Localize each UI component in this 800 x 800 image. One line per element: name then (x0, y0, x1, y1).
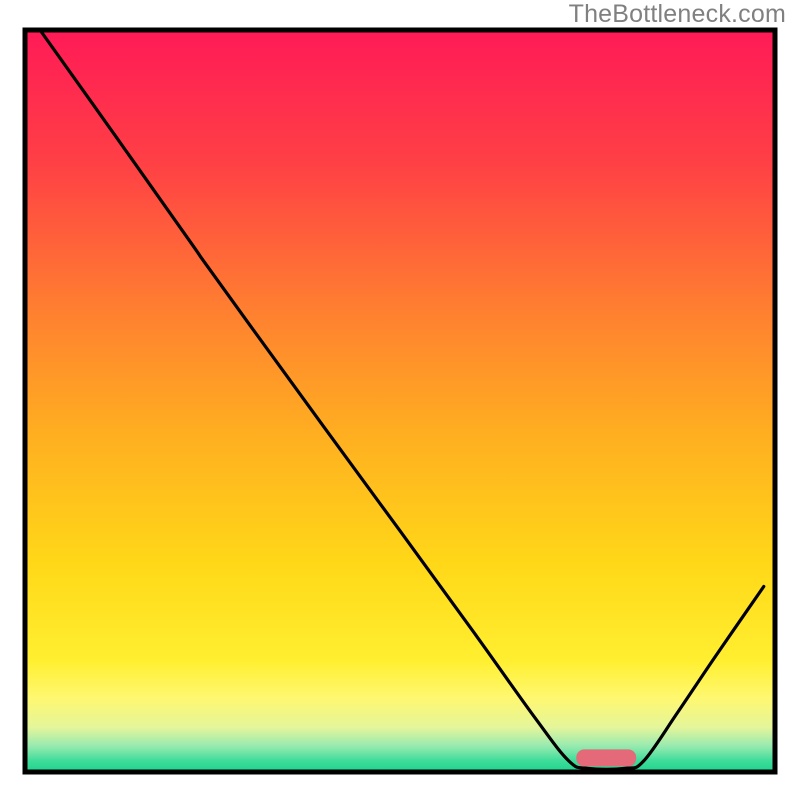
chart-container: TheBottleneck.com (0, 0, 800, 800)
gradient-background (25, 30, 775, 772)
bottleneck-gradient-chart (0, 0, 800, 800)
optimal-range-marker (576, 749, 636, 766)
watermark-text: TheBottleneck.com (569, 0, 786, 29)
